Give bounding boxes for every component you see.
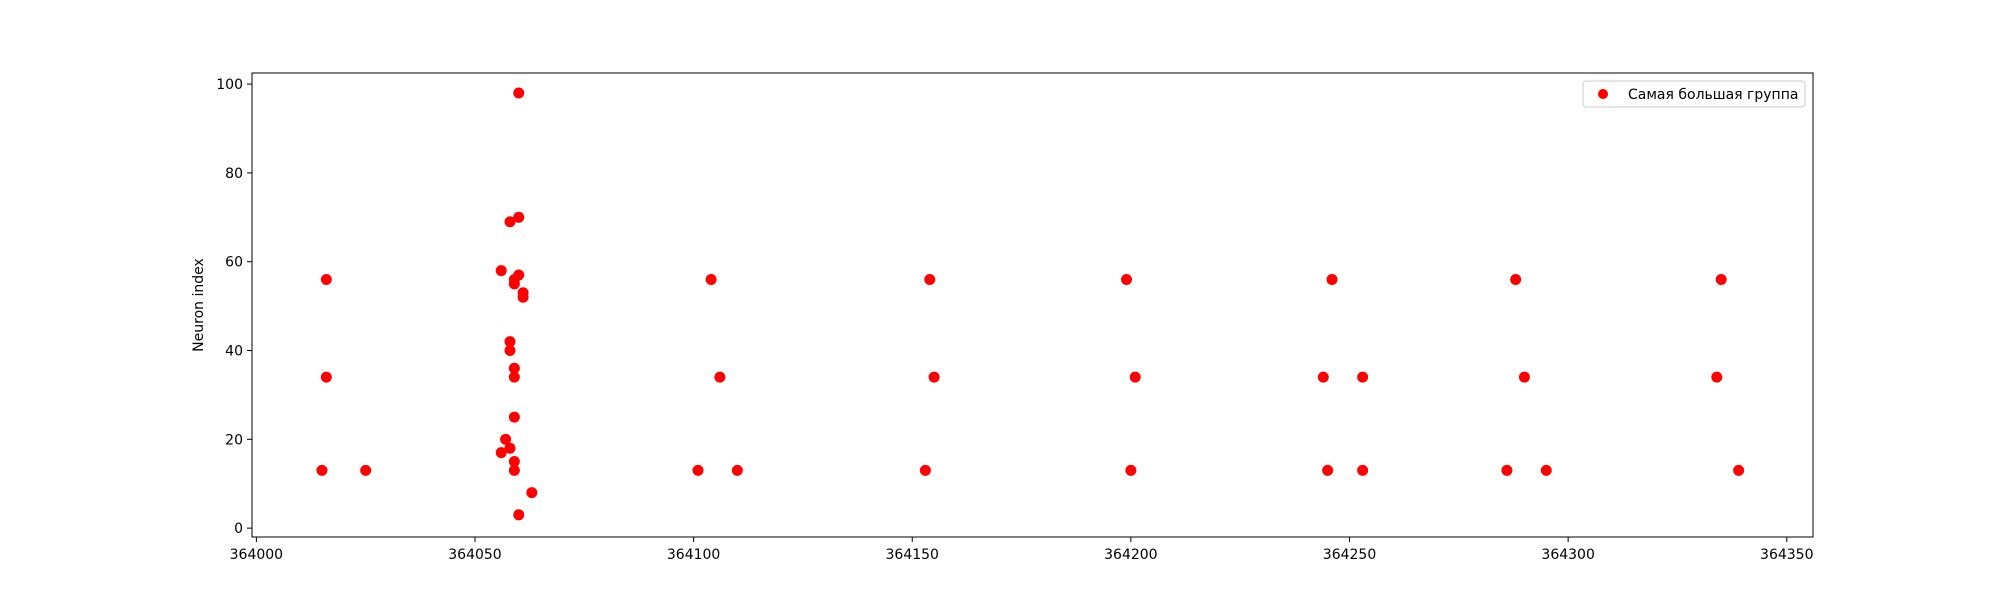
data-point bbox=[928, 371, 940, 383]
legend-marker bbox=[1598, 89, 1608, 99]
data-point bbox=[1317, 371, 1329, 383]
data-point bbox=[1501, 464, 1513, 476]
data-point bbox=[320, 371, 332, 383]
data-point bbox=[495, 447, 507, 459]
x-tick-label: 364250 bbox=[1323, 547, 1376, 563]
data-point bbox=[1540, 464, 1552, 476]
x-tick-label: 364350 bbox=[1760, 547, 1813, 563]
x-axis: 364000 364050 364100 364150 364200 364250 3643… bbox=[230, 537, 1813, 563]
y-axis: 0 20 40 60 80 100 bbox=[216, 77, 252, 537]
data-point bbox=[692, 464, 704, 476]
y-tick-label: 60 bbox=[225, 255, 243, 271]
x-tick-label: 364300 bbox=[1541, 547, 1594, 563]
y-tick-label: 40 bbox=[225, 344, 243, 360]
data-point bbox=[504, 442, 516, 454]
data-point bbox=[513, 509, 525, 521]
plot-area-frame bbox=[251, 72, 1814, 538]
y-axis-label: Neuron index bbox=[191, 258, 207, 352]
data-point bbox=[508, 371, 520, 383]
data-point bbox=[1357, 464, 1369, 476]
data-point bbox=[1322, 464, 1334, 476]
y-tick-label: 0 bbox=[234, 521, 243, 537]
data-point bbox=[1357, 371, 1369, 383]
data-point bbox=[513, 269, 525, 281]
data-point bbox=[320, 273, 332, 285]
x-tick-label: 364150 bbox=[886, 547, 939, 563]
data-point bbox=[504, 345, 516, 357]
data-point bbox=[513, 211, 525, 223]
data-point bbox=[500, 433, 512, 445]
data-point bbox=[517, 287, 529, 299]
data-point bbox=[731, 464, 743, 476]
data-point bbox=[495, 265, 507, 277]
x-tick-label: 364200 bbox=[1104, 547, 1157, 563]
data-point bbox=[1510, 273, 1522, 285]
data-point bbox=[714, 371, 726, 383]
data-point bbox=[1129, 371, 1141, 383]
legend-label: Самая большая группа bbox=[1628, 87, 1798, 103]
data-point bbox=[504, 336, 516, 348]
data-point bbox=[508, 464, 520, 476]
data-point bbox=[1715, 273, 1727, 285]
data-point bbox=[1711, 371, 1723, 383]
legend: Самая большая группа bbox=[1582, 80, 1806, 108]
y-tick-label: 20 bbox=[225, 432, 243, 448]
data-point bbox=[1121, 273, 1133, 285]
data-point bbox=[1518, 371, 1530, 383]
data-point bbox=[360, 464, 372, 476]
data-point bbox=[1326, 273, 1338, 285]
data-point bbox=[705, 273, 717, 285]
legend-box bbox=[1582, 80, 1806, 108]
data-point bbox=[508, 411, 520, 423]
data-point bbox=[504, 216, 516, 228]
y-tick-label: 80 bbox=[225, 166, 243, 182]
data-point bbox=[526, 487, 538, 499]
x-tick-label: 364000 bbox=[230, 547, 283, 563]
y-tick-label: 100 bbox=[216, 77, 243, 93]
x-tick-label: 364100 bbox=[667, 547, 720, 563]
data-point bbox=[508, 456, 520, 468]
data-point bbox=[508, 362, 520, 374]
data-point bbox=[1733, 464, 1745, 476]
data-point bbox=[316, 464, 328, 476]
x-tick-label: 364050 bbox=[448, 547, 501, 563]
data-points bbox=[316, 87, 1745, 521]
data-point bbox=[919, 464, 931, 476]
data-point bbox=[513, 87, 525, 99]
data-point bbox=[1125, 464, 1137, 476]
data-point bbox=[924, 273, 936, 285]
